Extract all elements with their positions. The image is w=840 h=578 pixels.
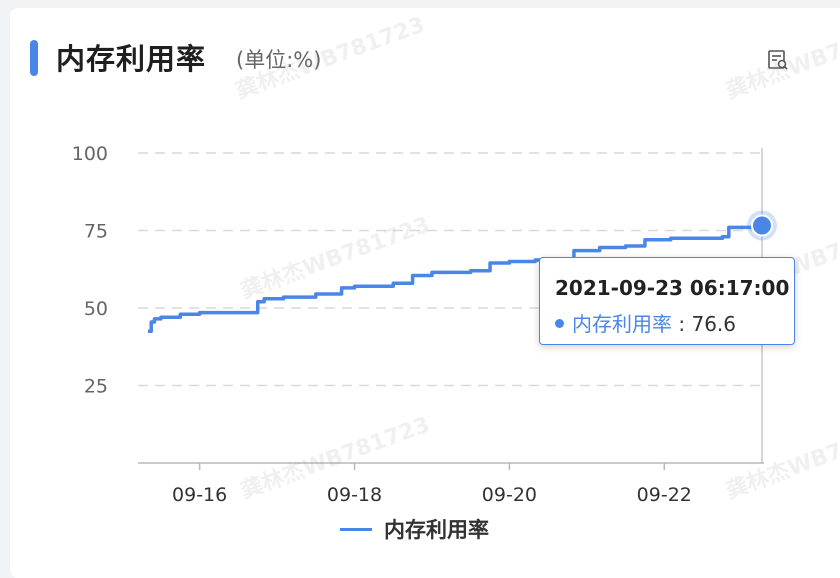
data-point xyxy=(643,238,646,241)
chart-unit: (单位:%) xyxy=(236,48,322,72)
y-tick-label: 100 xyxy=(72,143,108,165)
legend-label: 内存利用率 xyxy=(384,518,489,542)
x-tick-label: 09-20 xyxy=(482,484,537,506)
data-point xyxy=(469,269,472,272)
y-axis-ticks: 25 50 75 100 xyxy=(72,143,108,398)
tooltip-series-dot xyxy=(555,319,564,328)
data-view-icon[interactable] xyxy=(766,48,790,72)
data-point xyxy=(159,316,162,319)
data-point xyxy=(198,311,201,314)
legend-line-swatch xyxy=(340,527,372,531)
series-line-memory-usage xyxy=(148,225,764,333)
tooltip: 2021-09-23 06:17:00 内存利用率 : 76.6 xyxy=(539,257,795,345)
data-point xyxy=(263,297,266,300)
tooltip-separator: : xyxy=(678,312,686,336)
data-point xyxy=(392,282,395,285)
highlight-point xyxy=(751,214,773,237)
y-tick-label: 50 xyxy=(84,298,108,320)
tooltip-row: 内存利用率 : 76.6 xyxy=(555,308,736,337)
y-tick-label: 25 xyxy=(84,376,108,398)
tooltip-time: 2021-09-23 06:17:00 xyxy=(555,276,790,300)
x-tick-label: 09-18 xyxy=(327,484,382,506)
data-point xyxy=(179,313,182,316)
series-points xyxy=(147,210,777,333)
data-point xyxy=(340,286,343,289)
title-accent-bar xyxy=(30,40,38,76)
data-point xyxy=(150,320,153,323)
data-point xyxy=(153,317,156,320)
data-point xyxy=(598,246,601,249)
x-tick-label: 09-16 xyxy=(172,484,227,506)
tooltip-series-name: 内存利用率 xyxy=(572,312,672,336)
data-point xyxy=(572,249,575,252)
data-point xyxy=(147,330,150,333)
x-tick-label: 09-22 xyxy=(637,484,692,506)
grid-lines xyxy=(138,148,764,463)
data-point xyxy=(721,235,724,238)
data-point xyxy=(727,226,730,229)
y-tick-label: 75 xyxy=(84,221,108,243)
data-point xyxy=(624,245,627,248)
data-point xyxy=(256,300,259,303)
data-point xyxy=(314,293,317,296)
data-point xyxy=(489,262,492,265)
data-point xyxy=(508,260,511,263)
data-point xyxy=(430,271,433,274)
data-point xyxy=(353,285,356,288)
data-point xyxy=(669,237,672,240)
line-chart: 25 50 75 100 09-16 09-18 09-20 09-22 xyxy=(72,143,777,506)
legend-item[interactable]: 内存利用率 xyxy=(340,514,489,544)
x-axis: 09-16 09-18 09-20 09-22 xyxy=(138,462,764,506)
tooltip-value: 76.6 xyxy=(691,312,736,336)
data-point xyxy=(534,258,537,261)
data-point xyxy=(282,296,285,299)
data-point xyxy=(411,274,414,277)
series-lines xyxy=(148,225,764,333)
chart-title: 内存利用率 xyxy=(56,42,207,76)
